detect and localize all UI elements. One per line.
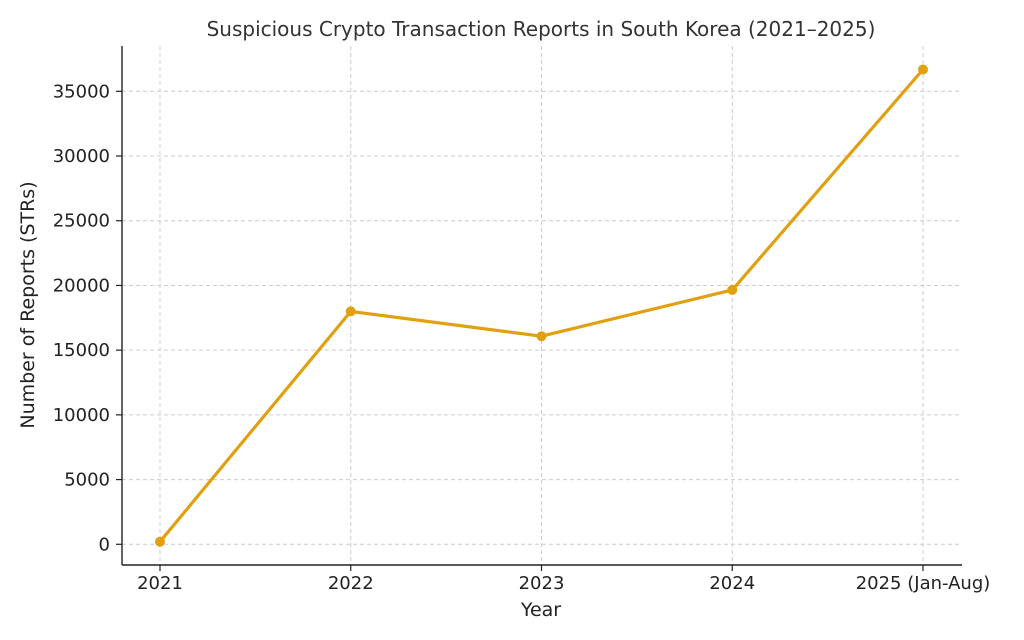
data-point — [727, 284, 738, 295]
x-tick-label: 2024 — [709, 573, 755, 594]
chart-title: Suspicious Crypto Transaction Reports in… — [207, 17, 876, 41]
y-tick-label: 10000 — [53, 405, 110, 426]
x-tick-label: 2022 — [328, 573, 374, 594]
grid-layer — [122, 46, 962, 565]
y-tick-label: 30000 — [53, 146, 110, 167]
x-tick-label: 2025 (Jan-Aug) — [856, 573, 991, 594]
data-point — [155, 536, 165, 547]
series-layer — [155, 64, 928, 547]
y-axis-label: Number of Reports (STRs) — [17, 181, 39, 428]
ticks-layer: 0 5000 10000 15000 20000 25000 30000 35000 2021 2… — [53, 81, 991, 594]
x-tick-label: 2021 — [137, 573, 183, 594]
data-point — [536, 331, 547, 342]
data-point — [918, 64, 928, 75]
data-point — [345, 306, 356, 317]
y-tick-label: 20000 — [53, 275, 110, 296]
x-tick-label: 2023 — [519, 573, 565, 594]
y-tick-label: 25000 — [53, 211, 110, 232]
y-tick-label: 5000 — [64, 470, 110, 491]
x-axis-label: Year — [520, 599, 561, 621]
y-tick-label: 0 — [99, 534, 110, 555]
y-tick-label: 35000 — [53, 81, 110, 102]
y-tick-label: 15000 — [53, 340, 110, 361]
